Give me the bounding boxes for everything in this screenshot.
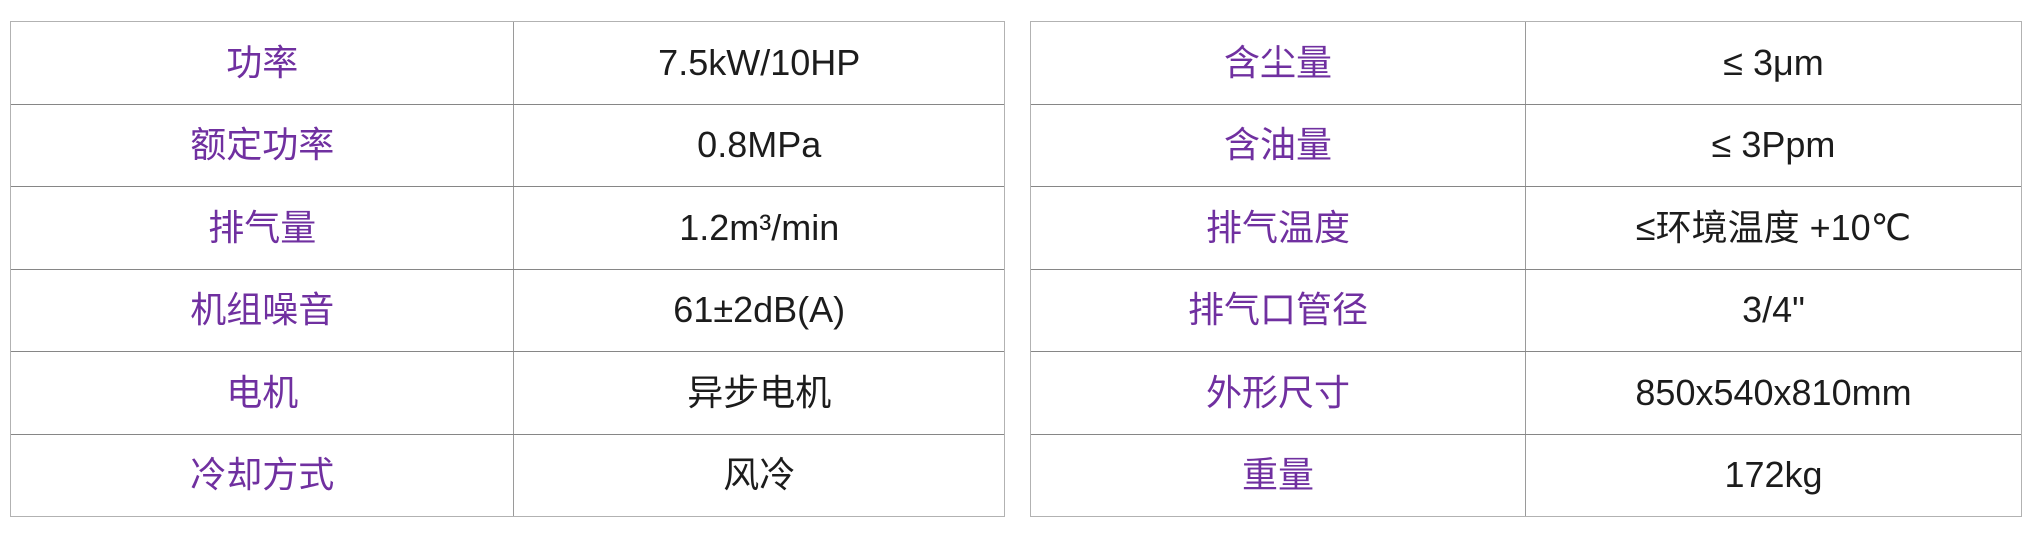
spec-value: 风冷	[723, 454, 796, 496]
spec-label: 重量	[1031, 434, 1526, 516]
table-row: 额定功率 0.8MPa	[11, 103, 1004, 186]
spec-label: 排气口管径	[1031, 269, 1526, 351]
spec-table-left: 功率 7.5kW/10HP 额定功率 0.8MPa 排气量 1.2m³/min …	[10, 21, 1005, 517]
table-row: 排气量 1.2m³/min	[11, 186, 1004, 269]
spec-value: 0.8MPa	[697, 124, 822, 166]
table-row: 含尘量 ≤ 3μm	[1031, 22, 2021, 104]
spec-value: ≤ 3Ppm	[1711, 124, 1836, 166]
spec-label: 冷却方式	[11, 434, 515, 516]
spec-label: 含尘量	[1031, 22, 1526, 104]
spec-value: ≤环境温度 +10℃	[1635, 206, 1912, 248]
table-row: 电机 异步电机	[11, 351, 1004, 434]
spec-value: ≤ 3μm	[1723, 41, 1824, 83]
spec-value: 3/4"	[1742, 289, 1805, 331]
spec-label: 电机	[11, 352, 515, 434]
spec-value: 172kg	[1724, 454, 1823, 496]
spec-value: 异步电机	[687, 371, 832, 413]
table-row: 排气口管径 3/4"	[1031, 268, 2021, 351]
spec-value: 1.2m³/min	[679, 206, 840, 248]
table-row: 重量 172kg	[1031, 433, 2021, 516]
spec-label: 额定功率	[11, 104, 515, 186]
table-row: 冷却方式 风冷	[11, 433, 1004, 516]
spec-label: 功率	[11, 22, 515, 104]
spec-label: 机组噪音	[11, 269, 515, 351]
spec-label: 外形尺寸	[1031, 352, 1526, 434]
table-row: 机组噪音 61±2dB(A)	[11, 268, 1004, 351]
spec-label: 排气温度	[1031, 187, 1526, 269]
table-row: 功率 7.5kW/10HP	[11, 22, 1004, 104]
table-row: 含油量 ≤ 3Ppm	[1031, 103, 2021, 186]
spec-value: 61±2dB(A)	[673, 289, 846, 331]
spec-value: 7.5kW/10HP	[658, 41, 861, 83]
spec-label: 含油量	[1031, 104, 1526, 186]
spec-value: 850x540x810mm	[1635, 371, 1912, 413]
spec-table-right: 含尘量 ≤ 3μm 含油量 ≤ 3Ppm 排气温度 ≤环境温度 +10℃ 排气口…	[1030, 21, 2022, 517]
table-row: 外形尺寸 850x540x810mm	[1031, 351, 2021, 434]
spec-label: 排气量	[11, 187, 515, 269]
table-row: 排气温度 ≤环境温度 +10℃	[1031, 186, 2021, 269]
